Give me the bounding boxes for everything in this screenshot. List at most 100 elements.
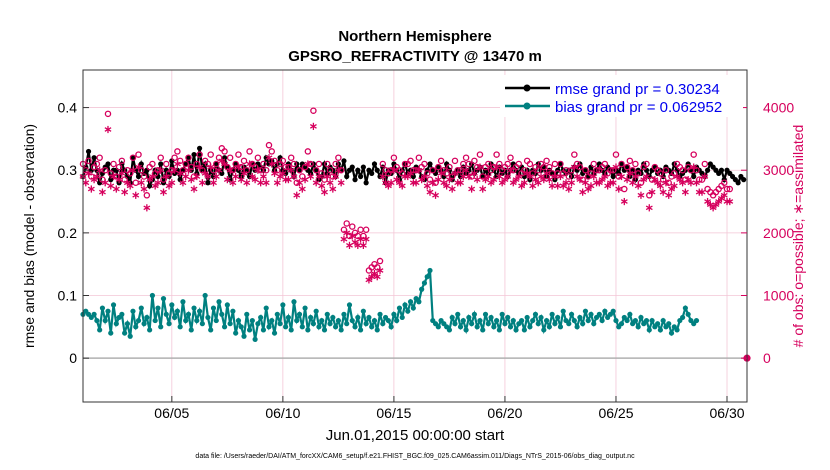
asterisk-stroke [343,230,351,236]
possible-obs-point [115,163,123,171]
series-point-1 [305,327,311,333]
asterisk-stroke [357,236,365,242]
asterisk-stroke [473,177,481,182]
assimilated-obs-point [284,176,292,184]
series-point-1 [221,324,228,330]
asterisk-stroke [143,205,151,211]
assimilated-obs-point [468,185,476,193]
possible-obs-point [135,151,142,158]
assimilated-obs-point [407,169,415,177]
series-point-1 [172,314,178,321]
assimilated-obs-point [215,166,223,174]
assimilated-obs-point [645,204,653,212]
asterisk-stroke [229,180,237,186]
assimilated-obs-point [509,179,517,187]
asterisk-stroke [257,180,265,186]
asterisk-stroke [85,170,92,176]
asterisk-stroke [462,167,470,173]
series-point-1 [216,299,222,305]
possible-obs-point [515,160,523,168]
asterisk-stroke [210,180,217,186]
asterisk-stroke [387,180,395,186]
series-point-0 [224,164,230,170]
possible-obs-point [362,226,370,233]
asterisk-stroke [543,170,551,176]
series-point-1 [419,286,425,292]
series-point-1 [102,317,108,324]
assimilated-obs-point [296,179,303,187]
series-point-1 [682,305,688,311]
assimilated-obs-point [504,172,512,181]
asterisk-stroke [332,174,340,179]
asterisk-stroke [726,199,734,204]
assimilated-obs-point [329,185,337,193]
possible-obs-point [429,166,437,174]
series-point-1 [110,302,117,308]
asterisk-stroke [479,186,487,192]
assimilated-obs-point [723,197,731,206]
series-point-1 [163,311,169,317]
assimilated-obs-point [210,179,217,187]
asterisk-stroke [371,271,378,276]
asterisk-stroke [698,189,706,195]
series-point-1 [391,311,397,317]
assimilated-obs-point [412,179,420,187]
assimilated-obs-point [515,172,523,181]
assimilated-obs-point [507,166,514,174]
assimilated-obs-point [568,179,576,187]
x-tick-label: 06/15 [376,405,411,421]
possible-obs-point [260,160,267,168]
assimilated-obs-point [362,235,370,243]
series-point-1 [543,317,550,324]
series-point-1 [610,308,616,314]
assimilated-obs-point [606,179,614,187]
asterisk-stroke [459,174,467,179]
possible-obs-point [557,160,564,168]
series-point-1 [324,311,330,317]
asterisk-stroke [648,189,656,195]
asterisk-stroke [601,174,609,179]
series-point-1 [235,317,242,324]
assimilated-obs-point [265,154,273,162]
asterisk-stroke [520,180,528,186]
asterisk-stroke [334,167,342,173]
series-point-1 [363,321,369,327]
series-point-0 [704,167,711,173]
series-point-1 [693,317,700,324]
asterisk-stroke [476,164,484,170]
series-point-1 [152,317,158,324]
series-point-1 [135,317,142,324]
assimilated-obs-point [107,182,115,190]
series-point-1 [294,317,300,324]
assimilated-obs-point [620,197,628,206]
asterisk-stroke [401,174,409,179]
assimilated-obs-point [171,166,179,174]
x-tick-label: 06/30 [709,405,744,421]
assimilated-obs-point [229,179,237,187]
asterisk-stroke [565,186,573,192]
assimilated-obs-point [387,179,395,187]
asterisk-stroke [612,164,620,170]
asterisk-stroke [96,167,104,173]
assimilated-obs-point [479,185,487,193]
asterisk-stroke [606,180,614,186]
asterisk-stroke [470,170,478,176]
assimilated-obs-point [573,172,581,181]
series-point-1 [655,321,661,327]
assimilated-obs-point [540,176,548,184]
series-point-0 [741,177,747,183]
y-tick-label: 0.3 [58,162,78,178]
chart-title: Northern Hemisphere [338,28,491,45]
series-point-1 [355,314,361,321]
asterisk-stroke [604,183,612,189]
assimilated-obs-point [237,176,245,184]
possible-obs-point [535,166,542,174]
assimilated-obs-point [401,172,409,181]
series-point-1 [155,305,161,311]
asterisk-stroke [593,180,600,186]
series-point-0 [582,167,589,173]
assimilated-obs-point [187,176,195,184]
possible-obs-point [623,163,631,171]
assimilated-obs-point [426,188,434,196]
asterisk-stroke [237,177,245,182]
